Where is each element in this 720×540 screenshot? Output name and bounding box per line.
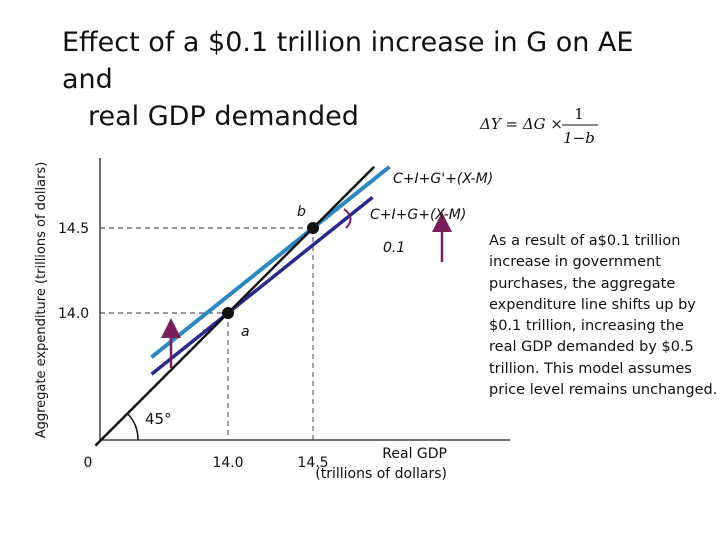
explanation-text: As a result of a$0.1 trillion increase i…	[489, 231, 720, 401]
series-label-c-i-g-prime: C+I+G'+(X-M)	[393, 171, 493, 187]
formula-denominator: 1−b	[563, 129, 595, 147]
shift-amount-label: 0.1	[383, 240, 405, 256]
x-tick-label: 14.5	[297, 455, 328, 471]
series-label-c-i-g: C+I+G+(X-M)	[370, 207, 466, 223]
y-tick-label: 14.0	[58, 306, 89, 322]
formula-numerator: 1	[574, 105, 584, 123]
x-axis-label-line-1: Real GDP	[382, 446, 447, 462]
multiplier-formula: ΔY = ΔG × 1 1−b	[474, 98, 612, 150]
caption-line: expenditure line shifts up by	[489, 296, 696, 313]
series-line-c-i-g-prime	[150, 165, 391, 359]
series-line-c-i-g	[150, 196, 374, 376]
caption-line: increase in government	[489, 254, 661, 271]
chart-title: Effect of a $0.1 trillion increase in G …	[62, 24, 682, 135]
y-axis-label: Aggregate expenditure (trillions of doll…	[34, 162, 49, 439]
point-label-a: a	[241, 324, 250, 340]
caption-line: As a result of a$0.1 trillion	[489, 233, 681, 249]
caption-line: price level remains unchanged.	[489, 382, 718, 399]
equilibrium-point-b	[307, 222, 319, 234]
shift-brace	[343, 208, 352, 229]
x-tick-label: 0	[84, 455, 93, 471]
series-line-45-degree	[94, 165, 376, 447]
caption-line: $0.1 trillion, increasing the	[489, 318, 684, 335]
caption-line: real GDP demanded by $0.5	[489, 339, 694, 356]
x-axis-label-line-2: (trillions of dollars)	[315, 466, 447, 482]
y-tick-label: 14.5	[58, 221, 89, 237]
title-line-1: Effect of a $0.1 trillion increase in G …	[62, 27, 634, 95]
angle-arc	[126, 412, 139, 441]
angle-label: 45°	[145, 410, 172, 428]
title-line-2: real GDP demanded	[88, 101, 359, 132]
formula-lhs: ΔY = ΔG ×	[479, 115, 563, 133]
caption-line: purchases, the aggregate	[489, 275, 676, 292]
point-label-b: b	[297, 204, 306, 220]
x-tick-label: 14.0	[212, 455, 243, 471]
caption-line: trillion. This model assumes	[489, 360, 692, 377]
equilibrium-point-a	[222, 307, 234, 319]
